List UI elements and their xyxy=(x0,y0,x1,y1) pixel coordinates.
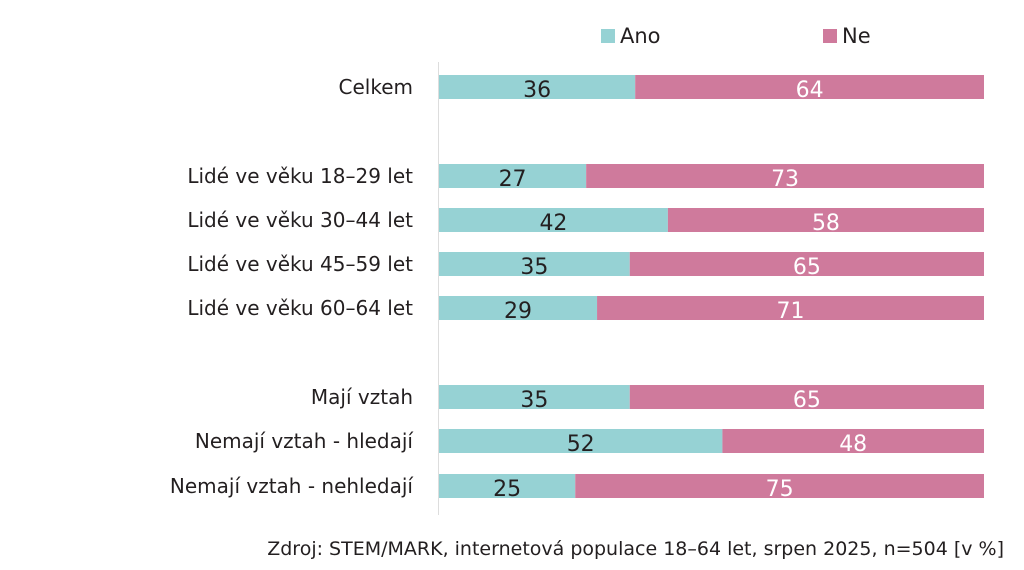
bar-ano-0 xyxy=(439,75,636,99)
bar-ne-6 xyxy=(722,429,984,453)
bar-ano-5 xyxy=(439,385,630,409)
bar-ano-2 xyxy=(439,208,668,232)
value-label-ano-1: 27 xyxy=(499,167,527,192)
category-label: Lidé ve věku 30–44 let xyxy=(187,208,413,232)
bar-ano-6 xyxy=(439,429,723,453)
legend-swatch-1 xyxy=(823,29,837,43)
value-label-ano-7: 25 xyxy=(493,477,521,502)
category-label: Lidé ve věku 18–29 let xyxy=(187,164,413,188)
bar-ne-5 xyxy=(629,385,984,409)
value-label-ne-3: 65 xyxy=(793,255,821,280)
legend-label-0: Ano xyxy=(620,24,661,48)
value-label-ano-5: 35 xyxy=(520,388,548,413)
category-label: Celkem xyxy=(339,75,413,99)
bar-ne-7 xyxy=(575,474,984,498)
category-labels: Celkem Lidé ve věku 18–29 let Lidé ve věku… xyxy=(170,75,415,498)
category-label: Mají vztah xyxy=(311,385,413,409)
category-label: Nemají vztah - hledají xyxy=(195,429,415,453)
value-label-ano-2: 42 xyxy=(539,211,567,236)
value-label-ano-3: 35 xyxy=(520,255,548,280)
value-label-ano-4: 29 xyxy=(504,299,532,324)
source-note: Zdroj: STEM/MARK, internetová populace 1… xyxy=(267,538,1004,560)
bar-ne-4 xyxy=(597,296,984,320)
category-label: Lidé ve věku 45–59 let xyxy=(187,252,413,276)
bar-ne-3 xyxy=(629,252,984,276)
bar-ano-3 xyxy=(439,252,630,276)
value-label-ne-1: 73 xyxy=(771,167,799,192)
bar-ne-2 xyxy=(667,208,984,232)
legend: Ano Ne xyxy=(601,24,871,48)
value-label-ne-0: 64 xyxy=(796,78,824,103)
value-label-ano-6: 52 xyxy=(567,432,595,457)
value-label-ne-5: 65 xyxy=(793,388,821,413)
value-label-ne-7: 75 xyxy=(766,477,794,502)
legend-swatch-0 xyxy=(601,29,615,43)
bar-ne-1 xyxy=(586,164,984,188)
bars xyxy=(439,75,984,498)
value-label-ne-2: 58 xyxy=(812,211,840,236)
value-labels: 36 64 27 73 42 58 35 65 29 71 35 65 52 48 25 75 xyxy=(493,78,867,502)
value-label-ne-6: 48 xyxy=(839,432,867,457)
value-label-ne-4: 71 xyxy=(777,299,805,324)
bar-ano-4 xyxy=(439,296,598,320)
value-label-ano-0: 36 xyxy=(523,78,551,103)
category-label: Nemají vztah - nehledají xyxy=(170,474,415,498)
bar-ano-1 xyxy=(439,164,587,188)
legend-label-1: Ne xyxy=(842,24,871,48)
bar-ne-0 xyxy=(635,75,984,99)
category-label: Lidé ve věku 60–64 let xyxy=(187,296,413,320)
stacked-bar-chart: Ano Ne Celkem Lidé ve věku 18–29 let Lidé v… xyxy=(170,24,984,515)
bar-ano-7 xyxy=(439,474,576,498)
